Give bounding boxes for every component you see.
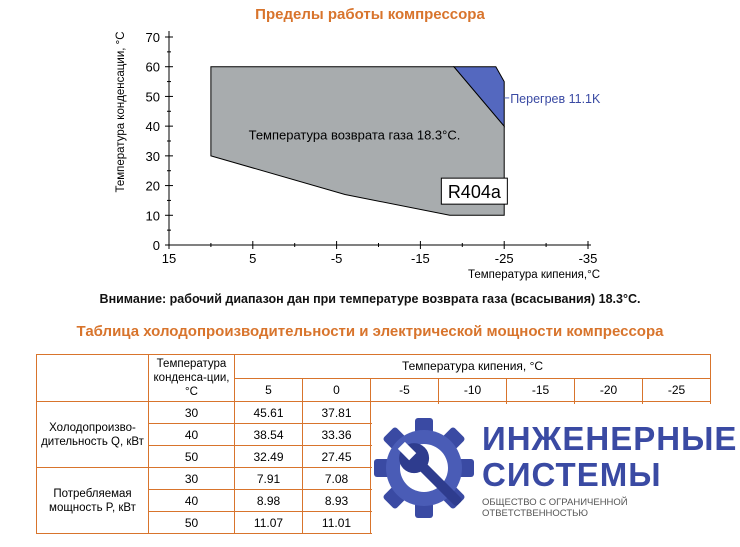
operating-range-note: Внимание: рабочий диапазон дан при темпе…	[99, 292, 641, 306]
evap-temps-row: 5 0 -5 -10 -15 -20 -25	[37, 377, 711, 402]
company-logo-overlay: ИНЖЕНЕРНЫЕ СИСТЕМЫ ОБЩЕСТВО С ОГРАНИЧЕНН…	[372, 404, 736, 540]
return-gas-annotation: Температура возврата газа 18.3°С.	[249, 128, 461, 143]
evap-temp-header: Температура кипения, °С	[234, 354, 711, 379]
y-tick-label: 60	[146, 60, 160, 75]
value-cell: 37.81	[302, 401, 371, 424]
value-cell: 27.45	[302, 445, 371, 468]
logo-line2: СИСТЕМЫ	[482, 456, 662, 493]
chart-title: Пределы работы компрессора	[255, 6, 485, 23]
value-cell: 11.01	[302, 511, 371, 534]
value-cell: 8.98	[234, 489, 303, 512]
evap-temp-cell: -25	[642, 377, 711, 402]
value-cell: 38.54	[234, 423, 303, 446]
y-axis-label: Температура конденсации, °С	[115, 31, 127, 192]
x-tick-label: -25	[495, 251, 514, 266]
evap-temp-cell: -5	[370, 377, 439, 402]
evap-temp-cell: 0	[302, 377, 371, 402]
y-tick-label: 10	[146, 208, 160, 223]
value-cell: 33.36	[302, 423, 371, 446]
x-tick-label: -15	[411, 251, 430, 266]
power-group-label: Потребляемая мощность P, кВт	[36, 467, 149, 534]
cond-cell: 40	[148, 423, 235, 446]
logo-subtitle: ОБЩЕСТВО С ОГРАНИЧЕННОЙ ОТВЕТСТВЕННОСТЬЮ	[482, 497, 628, 519]
x-tick-label: 5	[249, 251, 256, 266]
x-tick-label: -5	[331, 251, 343, 266]
x-axis-label: Температура кипения,°С	[468, 269, 600, 281]
capacity-group-label: Холодопроизво-дительность Q, кВт	[36, 401, 149, 468]
value-cell: 11.07	[234, 511, 303, 534]
gear-wrench-icon	[374, 418, 474, 518]
corner-cell	[36, 354, 149, 402]
refrigerant-box	[440, 177, 508, 205]
y-tick-label: 20	[146, 179, 160, 194]
y-tick-label: 50	[146, 89, 160, 104]
value-cell: 32.49	[234, 445, 303, 468]
y-tick-label: 40	[146, 119, 160, 134]
table-title: Таблица холодопроизводительности и элект…	[76, 323, 664, 340]
cond-temp-header: Температура конденса-ции, °С	[148, 354, 235, 402]
value-cell: 45.61	[234, 401, 303, 424]
x-tick-label: 15	[162, 251, 176, 266]
cond-cell: 30	[148, 401, 235, 424]
superheat-area	[452, 66, 505, 128]
refrigerant-label: R404a	[448, 182, 502, 202]
y-tick-label: 0	[153, 238, 160, 253]
cond-cell: 30	[148, 467, 235, 490]
evap-temp-cell: -20	[574, 377, 643, 402]
value-cell: 7.91	[234, 467, 303, 490]
y-tick-label: 30	[146, 149, 160, 164]
evap-temp-cell: -15	[506, 377, 575, 402]
evap-temp-cell: -10	[438, 377, 507, 402]
y-tick-label: 70	[146, 30, 160, 45]
evap-temp-cell: 5	[234, 377, 303, 402]
logo-line1: ИНЖЕНЕРНЫЕ	[482, 420, 738, 457]
cond-cell: 50	[148, 511, 235, 534]
value-cell: 7.08	[302, 467, 371, 490]
cond-cell: 40	[148, 489, 235, 512]
operating-envelope-chart: 0 10 20 30 40 50 60 70 15 5 -5 -15 -25 -35 Температура…	[115, 30, 601, 281]
x-tick-label: -35	[579, 251, 598, 266]
value-cell: 8.93	[302, 489, 371, 512]
superheat-annotation: Перегрев 11.1K	[510, 92, 601, 106]
table-header-row: Температура конденса-ции, °С Температура…	[36, 354, 711, 402]
cond-cell: 50	[148, 445, 235, 468]
